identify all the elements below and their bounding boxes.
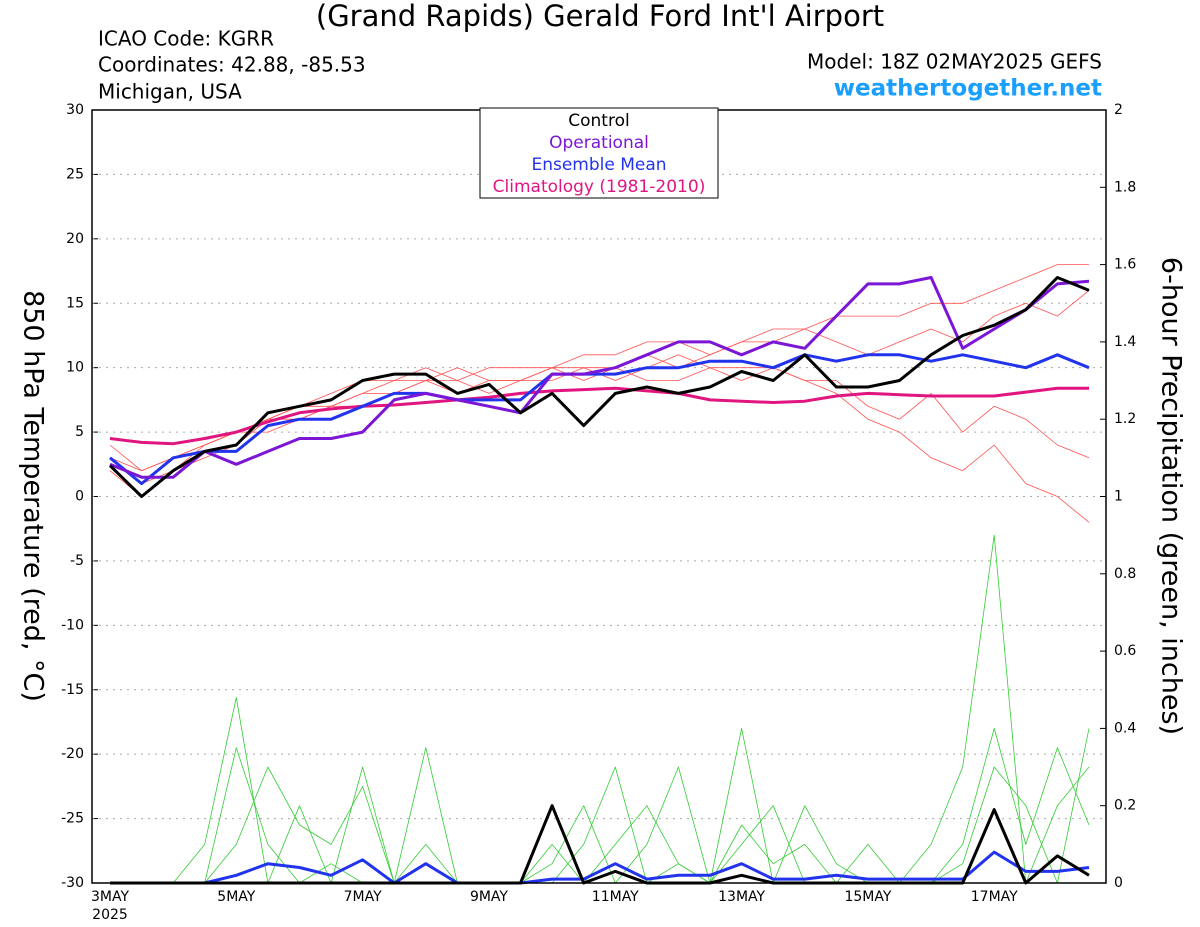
- temperature-member-line: [109, 290, 1090, 472]
- temperature-member-line: [109, 354, 1090, 523]
- y2-tick-label: 1.8: [1114, 179, 1136, 195]
- x-tick-label: 5MAY: [217, 889, 255, 905]
- y-tick-label: -25: [61, 811, 84, 827]
- y-tick-label: 5: [75, 424, 84, 440]
- y2-tick-label: 0.8: [1114, 566, 1136, 582]
- x-tick-label: 9MAY: [470, 889, 508, 905]
- temperature-line: [109, 276, 1090, 479]
- model-text: Model: 18Z 02MAY2025 GEFS: [807, 50, 1102, 74]
- y2-tick-label: 1.6: [1114, 257, 1136, 273]
- y2-tick-label: 0.2: [1114, 798, 1136, 814]
- legend-label: Ensemble Mean: [531, 155, 666, 175]
- legend: [479, 107, 719, 199]
- y-tick-label: -5: [70, 553, 84, 569]
- y-tick-label: 25: [66, 166, 84, 182]
- precip-member-line: [110, 697, 1090, 884]
- y-axis-label: 850 hPa Temperature (red, °C): [18, 290, 49, 702]
- y-tick-label: -30: [61, 875, 84, 891]
- x-year-label: 2025: [92, 907, 128, 923]
- y2-tick-label: 1.2: [1114, 411, 1136, 427]
- y2-tick-label: 2: [1114, 102, 1123, 118]
- y-tick-label: 10: [66, 360, 84, 376]
- x-tick-label: 3MAY: [91, 889, 129, 905]
- precip-line: [110, 850, 1090, 885]
- y-tick-label: -15: [61, 682, 84, 698]
- info-text: Michigan, USA: [98, 80, 242, 104]
- legend-label: Operational: [549, 133, 649, 153]
- y2-tick-label: 0.4: [1114, 720, 1136, 736]
- y-tick-label: 15: [66, 295, 84, 311]
- x-tick-label: 15MAY: [844, 889, 891, 905]
- site-text: weathertogether.net: [834, 76, 1102, 102]
- x-tick-label: 17MAY: [971, 889, 1018, 905]
- y-tick-label: -10: [61, 617, 84, 633]
- y-tick-label: 0: [75, 489, 84, 505]
- info-text: Coordinates: 42.88, -85.53: [98, 53, 366, 77]
- y2-tick-label: 1.4: [1114, 334, 1136, 350]
- temperature-line: [108, 276, 1090, 498]
- y-tick-label: 30: [66, 102, 84, 118]
- y2-tick-label: 1: [1114, 489, 1123, 505]
- legend-label: Climatology (1981-2010): [493, 177, 706, 197]
- chart-title: (Grand Rapids) Gerald Ford Int'l Airport: [316, 0, 884, 33]
- y2-axis-label: 6-hour Precipitation (green, inches): [1156, 257, 1187, 735]
- temperature-line: [109, 386, 1089, 446]
- x-tick-label: 11MAY: [592, 889, 639, 905]
- x-tick-label: 13MAY: [718, 889, 765, 905]
- y-tick-label: -20: [61, 746, 84, 762]
- x-tick-label: 7MAY: [344, 889, 382, 905]
- temperature-line: [109, 353, 1090, 486]
- legend-label: Control: [568, 111, 629, 131]
- precip-member-line: [110, 534, 1090, 884]
- plot-area: [92, 109, 1106, 885]
- y2-tick-label: 0.6: [1114, 643, 1136, 659]
- y-tick-label: 20: [66, 231, 84, 247]
- info-text: ICAO Code: KGRR: [98, 27, 274, 51]
- y2-tick-label: 0: [1114, 875, 1123, 891]
- temperature-member-line: [109, 367, 1090, 497]
